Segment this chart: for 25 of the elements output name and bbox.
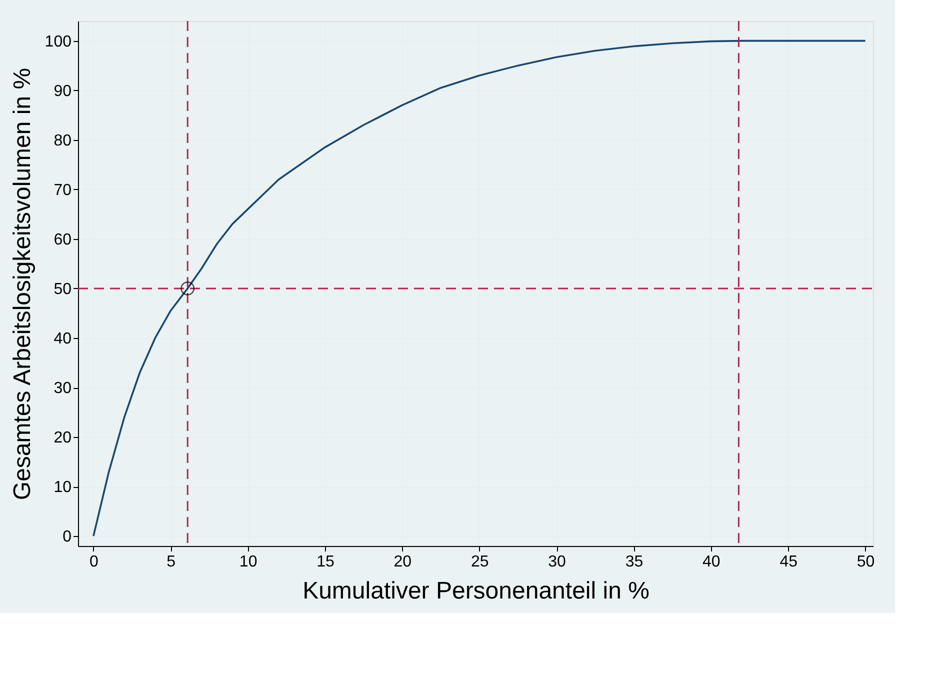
y-tick-label: 30 xyxy=(54,380,72,398)
x-tick-label: 10 xyxy=(239,554,258,570)
y-tick-label: 20 xyxy=(54,430,72,447)
x-tick-label: 30 xyxy=(548,554,566,570)
y-tick-label: 90 xyxy=(54,82,72,100)
x-tick-label: 15 xyxy=(316,554,334,570)
y-tick-label: 60 xyxy=(54,231,72,248)
y-tick-label: 50 xyxy=(54,280,72,298)
x-tick-label: 25 xyxy=(470,554,489,570)
y-tick-label: 40 xyxy=(54,330,72,348)
y-axis-title: Gesamtes Arbeitslosigkeitsvolumen in % xyxy=(8,68,36,500)
y-tick-label: 100 xyxy=(44,33,72,50)
x-tick-label: 0 xyxy=(89,554,98,570)
y-tick-label: 0 xyxy=(62,528,72,546)
x-tick-label: 50 xyxy=(856,554,875,570)
y-tick-label: 80 xyxy=(54,132,72,150)
y-tick-label: 10 xyxy=(54,479,72,496)
x-axis-title: Kumulativer Personenanteil in % xyxy=(302,578,650,604)
line-series xyxy=(92,40,866,537)
x-tick-label: 45 xyxy=(780,554,798,570)
y-tick-label: 70 xyxy=(54,182,72,199)
x-tick-label: 35 xyxy=(625,554,644,570)
x-tick-label: 20 xyxy=(394,554,412,570)
x-tick-label: 5 xyxy=(166,554,176,570)
x-tick-label: 40 xyxy=(702,554,720,570)
